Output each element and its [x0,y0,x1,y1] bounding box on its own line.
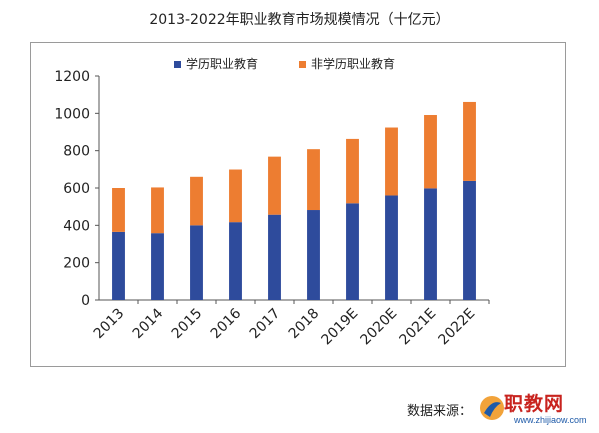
bar-series1-2017 [268,214,281,300]
bar-series2-2018 [307,149,320,211]
x-tick-label: 2017 [247,306,284,343]
x-tick-label: 2014 [130,305,167,342]
logo-mark-icon [480,396,504,420]
x-tick-label: 2013 [91,306,128,343]
bar-series2-2020E [385,127,398,196]
x-tick-label: 2021E [397,306,440,349]
bar-series2-2013 [112,188,125,232]
chart-frame: 学历职业教育 非学历职业教育 0 200 400 600 800 1000 1200 2013… [30,42,566,367]
bar-series1-2020E [385,195,398,300]
y-tick-label: 800 [63,144,90,160]
y-tick-label: 1200 [54,69,90,85]
bar-series1-2022E [463,180,476,300]
bar-series1-2021E [424,188,437,300]
logo-text: 职教网 [504,393,565,415]
x-tick-label: 2018 [286,306,323,343]
bar-series1-2016 [229,222,242,300]
axes [95,75,490,304]
x-tick-label: 2016 [208,305,245,342]
bar-series2-2019E [346,138,359,204]
y-tick-label: 1000 [54,106,90,122]
chart-title: 2013-2022年职业教育市场规模情况（十亿元） [149,12,450,28]
legend-swatch-series2 [299,61,306,68]
bar-series2-2017 [268,156,281,215]
bar-series1-2019E [346,203,359,300]
bar-series1-2013 [112,231,125,300]
bar-series2-2015 [190,176,203,226]
x-tick-label: 2019E [319,306,362,349]
x-tick-label: 2020E [358,306,401,349]
y-tick-label: 200 [63,256,90,272]
legend-swatch-series1 [174,61,181,68]
y-tick-label: 0 [81,293,90,309]
y-tick-label: 400 [63,218,90,234]
bar-series2-2014 [151,187,164,234]
source-label: 数据来源： [407,404,473,419]
bar-series1-2014 [151,233,164,300]
legend-label-series1: 学历职业教育 [186,56,258,71]
bar-series1-2018 [307,210,320,300]
stacked-bar-chart: 学历职业教育 非学历职业教育 0 200 400 600 800 1000 1200 2013… [54,56,490,349]
legend: 学历职业教育 非学历职业教育 [174,56,395,71]
x-tick-label: 2022E [436,306,479,349]
bar-series1-2015 [190,225,203,300]
bar-series2-2022E [463,101,476,181]
site-logo: 职教网 www.zhijiaow.com [476,389,596,431]
x-tick-label: 2015 [169,306,206,343]
y-tick-label: 600 [63,181,90,197]
bars [112,101,476,300]
logo-url: www.zhijiaow.com [514,415,587,425]
bar-series2-2016 [229,169,242,223]
bar-series2-2021E [424,115,437,189]
legend-label-series2: 非学历职业教育 [311,56,395,71]
